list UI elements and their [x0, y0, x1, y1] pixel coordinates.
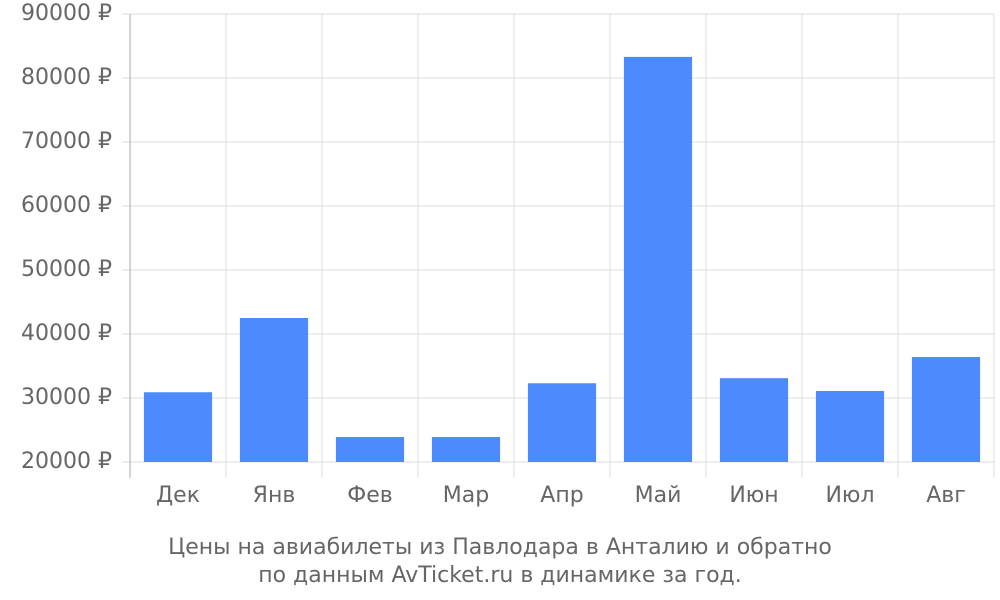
- y-tick-label: 20000 ₽: [21, 449, 112, 474]
- bar: [527, 383, 597, 462]
- bar: [239, 318, 309, 462]
- y-tick-label: 90000 ₽: [21, 1, 112, 26]
- bar: [719, 378, 789, 462]
- bar: [431, 437, 501, 462]
- x-tick-label: Мар: [443, 483, 489, 508]
- x-tick-label: Фев: [347, 483, 392, 508]
- bar: [143, 392, 213, 462]
- bar: [911, 357, 981, 462]
- y-tick-label: 60000 ₽: [21, 193, 112, 218]
- x-tick-label: Дек: [156, 483, 200, 508]
- y-tick-label: 70000 ₽: [21, 129, 112, 154]
- y-tick-label: 30000 ₽: [21, 385, 112, 410]
- x-tick-label: Май: [635, 483, 682, 508]
- x-tick-label: Июл: [825, 483, 874, 508]
- x-tick-label: Июн: [729, 483, 778, 508]
- y-tick-label: 50000 ₽: [21, 257, 112, 282]
- y-tick-label: 40000 ₽: [21, 321, 112, 346]
- bar: [815, 390, 885, 462]
- chart-title: Цены на авиабилеты из Павлодара в Антали…: [168, 535, 832, 560]
- bar: [335, 437, 405, 462]
- chart-subtitle: по данным AvTicket.ru в динамике за год.: [258, 563, 742, 588]
- x-tick-label: Апр: [540, 483, 583, 508]
- y-tick-label: 80000 ₽: [21, 65, 112, 90]
- x-tick-label: Янв: [253, 483, 296, 508]
- bar: [623, 56, 693, 462]
- x-tick-label: Авг: [926, 483, 966, 508]
